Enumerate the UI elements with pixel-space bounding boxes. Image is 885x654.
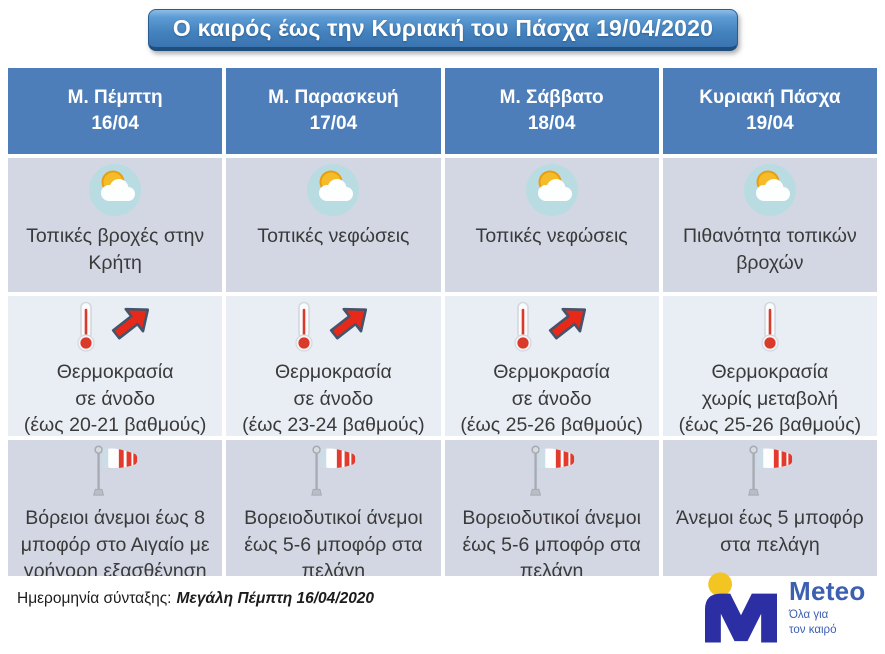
weather-cell-2: Τοπικές νεφώσεις: [444, 158, 659, 292]
issue-date-label: Ημερομηνία σύνταξης:: [17, 590, 172, 607]
windsock-icon: [738, 443, 802, 499]
trend-up-arrow-icon: [327, 301, 373, 343]
header-date: 18/04: [527, 113, 576, 134]
sun-behind-cloud-icon: [524, 163, 580, 217]
header-day: Μ. Πέμπτη: [67, 87, 163, 109]
page-title: Ο καιρός έως την Κυριακή του Πάσχα 19/04…: [172, 15, 714, 41]
sun-behind-cloud-icon: [742, 163, 798, 217]
weather-cell-3: Πιθανότητα τοπικών βροχών: [662, 158, 877, 292]
thermometer-icon: [75, 301, 97, 353]
temperature-text: Θερμοκρασία σε άνοδο (έως 23-24 βαθμούς): [242, 361, 425, 436]
header-day: Μ. Σάββατο: [499, 87, 604, 109]
issue-date-value: Μεγάλη Πέμπτη 16/04/2020: [176, 590, 375, 607]
temperature-icons: [512, 301, 592, 353]
wind-cell-0: Βόρειοι άνεμοι έως 8 μποφόρ στο Αιγαίο μ…: [8, 440, 223, 576]
wind-cell-1: Βορειοδυτικοί άνεμοι έως 5-6 μποφόρ στα …: [226, 440, 441, 576]
header-date: 17/04: [309, 113, 358, 134]
sun-behind-cloud-icon: [87, 163, 143, 217]
temperature-icons: [293, 301, 373, 353]
header-day: Κυριακή Πάσχα: [699, 87, 841, 109]
meteo-m-icon: [705, 572, 777, 643]
temperature-text: Θερμοκρασία χωρίς μεταβολή (έως 25-26 βα…: [678, 361, 862, 436]
windsock-icon: [520, 443, 584, 499]
weather-cell-0: Τοπικές βροχές στην Κρήτη: [8, 158, 223, 292]
header-cell-friday: Μ. Παρασκευή 17/04: [226, 68, 441, 154]
wind-text: Άνεμοι έως 5 μποφόρ στα πελάγη: [675, 507, 864, 556]
logo-tagline: Όλα για τον καιρό: [789, 609, 837, 636]
thermometer-icon: [512, 301, 534, 353]
weather-text: Τοπικές νεφώσεις: [475, 225, 628, 247]
header-date: 19/04: [746, 113, 794, 134]
header-day: Μ. Παρασκευή: [268, 87, 399, 109]
wind-cell-3: Άνεμοι έως 5 μποφόρ στα πελάγη: [662, 440, 877, 576]
temperature-text: Θερμοκρασία σε άνοδο (έως 25-26 βαθμούς): [460, 361, 643, 436]
weather-text: Τοπικές νεφώσεις: [257, 225, 410, 247]
temperature-cell-0: Θερμοκρασία σε άνοδο (έως 20-21 βαθμούς): [8, 296, 223, 436]
weather-text: Πιθανότητα τοπικών βροχών: [682, 225, 857, 274]
temperature-cell-1: Θερμοκρασία σε άνοδο (έως 23-24 βαθμούς): [226, 296, 441, 436]
wind-text: Βορειοδυτικοί άνεμοι έως 5-6 μποφόρ στα …: [462, 507, 641, 576]
title-banner: Ο καιρός έως την Κυριακή του Πάσχα 19/04…: [148, 9, 738, 51]
wind-text: Βορειοδυτικοί άνεμοι έως 5-6 μποφόρ στα …: [244, 507, 423, 576]
windsock-icon: [301, 443, 365, 499]
wind-cell-2: Βορειοδυτικοί άνεμοι έως 5-6 μποφόρ στα …: [444, 440, 659, 576]
header-date: 16/04: [91, 113, 139, 134]
forecast-table: Μ. Πέμπτη 16/04 Μ. Παρασκευή 17/04 Μ. Σά…: [8, 68, 877, 576]
trend-up-arrow-icon: [546, 301, 592, 343]
sun-behind-cloud-icon: [305, 163, 361, 217]
temperature-icons: [75, 301, 155, 353]
header-cell-thursday: Μ. Πέμπτη 16/04: [8, 68, 223, 154]
thermometer-icon: [759, 301, 781, 353]
weather-cell-1: Τοπικές νεφώσεις: [226, 158, 441, 292]
wind-text: Βόρειοι άνεμοι έως 8 μποφόρ στο Αιγαίο μ…: [20, 507, 210, 576]
trend-up-arrow-icon: [109, 301, 155, 343]
temperature-cell-3: Θερμοκρασία χωρίς μεταβολή (έως 25-26 βα…: [662, 296, 877, 436]
windsock-icon: [83, 443, 147, 499]
weather-text: Τοπικές βροχές στην Κρήτη: [26, 225, 205, 274]
thermometer-icon: [293, 301, 315, 353]
meteo-logo: Meteo Όλα για τον καιρό: [702, 572, 866, 644]
logo-text: Meteo Όλα για τον καιρό: [789, 578, 866, 638]
issue-date: Ημερομηνία σύνταξης: Μεγάλη Πέμπτη 16/04/…: [17, 590, 374, 608]
temperature-cell-2: Θερμοκρασία σε άνοδο (έως 25-26 βαθμούς): [444, 296, 659, 436]
logo-brand: Meteo: [789, 576, 866, 607]
temperature-icons: [759, 301, 781, 353]
header-cell-saturday: Μ. Σάββατο 18/04: [444, 68, 659, 154]
temperature-text: Θερμοκρασία σε άνοδο (έως 20-21 βαθμούς): [23, 361, 207, 436]
header-cell-easter-sunday: Κυριακή Πάσχα 19/04: [662, 68, 877, 154]
